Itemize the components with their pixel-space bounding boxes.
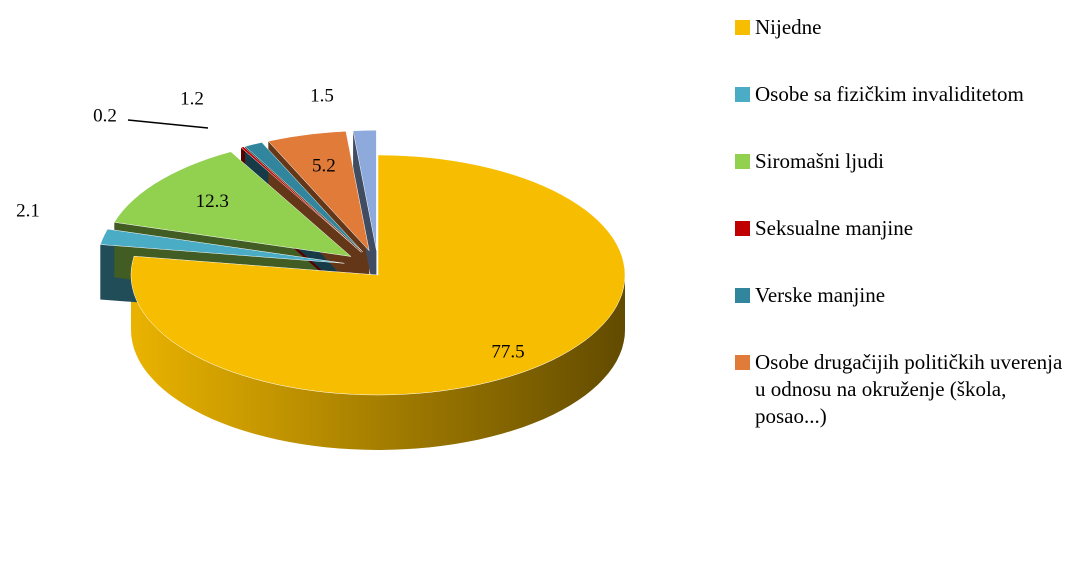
legend-item: Osobe sa fizičkim invaliditetom: [735, 81, 1070, 108]
data-label: 2.1: [16, 200, 40, 221]
legend-item: Siromašni ljudi: [735, 148, 1070, 175]
slice: [352, 129, 377, 251]
legend-swatch: [735, 288, 750, 303]
data-label: 77.5: [491, 341, 524, 362]
chart: 77.5 2.1 12.3 0.2 1.2 5.2 1.5: [16, 85, 626, 450]
legend-label: Verske manjine: [755, 283, 886, 307]
slice: [130, 154, 626, 396]
legend-swatch: [735, 154, 750, 169]
slice-rim: [131, 275, 625, 450]
data-label: 1.5: [310, 85, 334, 106]
slice: [244, 142, 363, 253]
labels: 77.5 2.1 12.3 0.2 1.2 5.2 1.5: [16, 85, 525, 362]
legend-label: Nijedne: [755, 15, 822, 39]
slice-side: [353, 130, 377, 306]
legend-label: Seksualne manjine: [755, 216, 914, 240]
slice: [113, 151, 352, 257]
legend-label: Osobe sa fizičkim invaliditetom: [755, 82, 1024, 106]
slice-tops: [99, 129, 626, 396]
legend-swatch: [735, 221, 750, 236]
data-label: 1.2: [180, 88, 204, 109]
legend-swatch: [735, 355, 750, 370]
leader-line: [127, 119, 209, 129]
legend: Nijedne Osobe sa fizičkim invaliditetom Si…: [735, 14, 1070, 430]
data-label: 12.3: [196, 191, 229, 212]
slice: [240, 146, 362, 253]
legend-item: Nijedne: [735, 14, 1070, 41]
legend-swatch: [735, 20, 750, 35]
legend-item: Osobe drugačijih političkih uverenja u o…: [735, 349, 1070, 430]
legend-swatch: [735, 87, 750, 102]
legend-label: Siromašni ljudi: [755, 149, 884, 173]
data-label: 5.2: [312, 156, 336, 177]
data-label: 0.2: [93, 105, 117, 126]
legend-label: Osobe drugačijih političkih uverenja u o…: [755, 350, 1063, 428]
legend-item: Verske manjine: [735, 282, 1070, 309]
slice: [267, 131, 370, 252]
slice: [99, 228, 345, 264]
legend-item: Seksualne manjine: [735, 215, 1070, 242]
